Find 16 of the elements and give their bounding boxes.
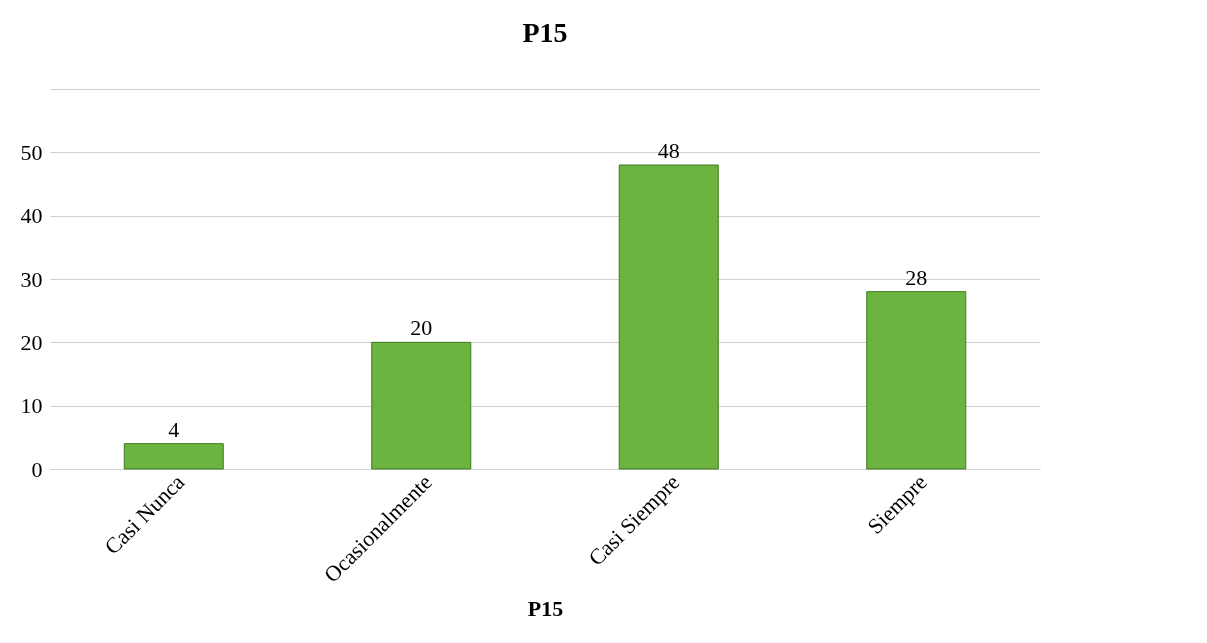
data-label: 48	[657, 138, 680, 163]
data-label: 28	[905, 264, 928, 290]
bar	[866, 291, 967, 470]
chart-title: P15	[522, 17, 568, 48]
bar	[618, 164, 719, 470]
bar	[371, 341, 472, 470]
data-label: 4	[168, 416, 180, 442]
y-tick-label: 30	[20, 266, 43, 292]
data-label: 20	[410, 315, 433, 341]
x-axis-title: P15	[527, 595, 564, 621]
bar	[123, 443, 224, 470]
y-tick-label: 0	[31, 456, 43, 482]
y-tick-label: 40	[20, 203, 43, 229]
y-tick-label: 50	[20, 139, 43, 165]
y-tick-label: 10	[20, 393, 43, 419]
y-tick-label: 20	[20, 329, 43, 355]
